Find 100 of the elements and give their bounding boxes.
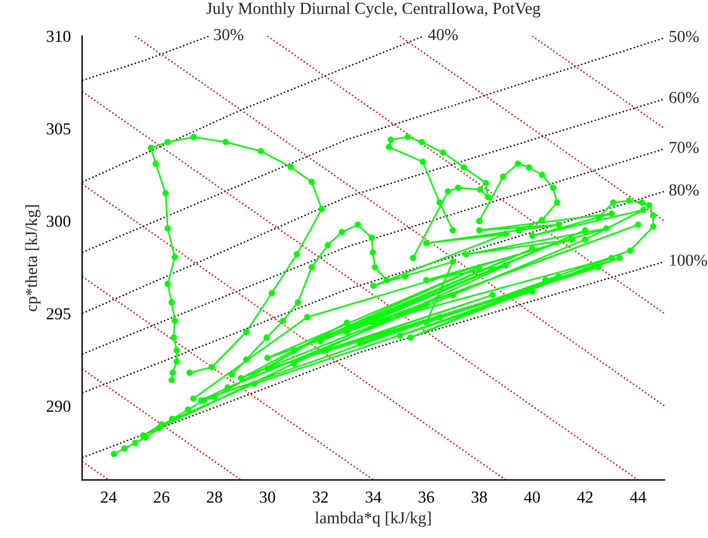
point [168, 376, 175, 384]
point [420, 158, 426, 165]
point [646, 202, 652, 208]
point [436, 314, 443, 320]
point [304, 314, 310, 320]
point [184, 406, 192, 413]
y-tick-label: 300 [46, 216, 70, 227]
y-tick-label: 295 [46, 308, 70, 320]
point [595, 264, 602, 270]
point [444, 188, 452, 195]
point [418, 138, 425, 146]
point [172, 254, 178, 260]
point [344, 320, 350, 326]
point [190, 134, 197, 140]
point [383, 277, 390, 284]
point [638, 199, 646, 206]
point [186, 370, 193, 376]
point [450, 227, 456, 234]
point [603, 225, 610, 232]
point [294, 251, 300, 258]
point [294, 299, 302, 306]
point [626, 198, 632, 204]
point [386, 144, 392, 150]
point [556, 222, 562, 228]
point [174, 358, 180, 365]
point [324, 242, 331, 248]
point [162, 190, 169, 196]
point [582, 227, 588, 234]
point [423, 301, 430, 308]
point [148, 144, 154, 152]
point [538, 172, 546, 178]
point [550, 184, 556, 191]
point [616, 254, 623, 262]
point [170, 334, 177, 341]
annotation: 50% [670, 30, 699, 42]
point [388, 136, 394, 143]
point [595, 214, 602, 220]
point [370, 282, 376, 289]
point [238, 375, 244, 382]
point [650, 212, 656, 219]
point [344, 328, 350, 336]
point [554, 199, 560, 206]
annotation: 80% [669, 184, 699, 196]
point [476, 227, 482, 234]
point [222, 138, 229, 146]
x-tick-label: 24 [101, 492, 117, 503]
point [423, 277, 430, 284]
point [500, 173, 506, 180]
point [538, 216, 546, 224]
point [529, 246, 536, 252]
x-tick-label: 40 [524, 491, 540, 503]
point [634, 222, 642, 228]
point [454, 184, 462, 191]
point [610, 199, 616, 206]
point [516, 227, 522, 234]
point [243, 328, 250, 336]
y-axis-title: cp*theta [kJ/kg] [25, 205, 40, 312]
y-tick-label: 290 [46, 400, 70, 412]
point [308, 178, 315, 186]
point [308, 264, 315, 270]
point [288, 164, 294, 170]
point [152, 160, 159, 167]
point [174, 347, 180, 354]
annotation: 100% [670, 254, 708, 266]
point [258, 148, 264, 154]
point [224, 384, 231, 391]
point [460, 164, 467, 170]
point [110, 450, 118, 458]
point [290, 347, 298, 354]
point [368, 234, 375, 241]
point [407, 334, 414, 341]
point [423, 240, 430, 246]
x-tick-label: 30 [260, 491, 276, 503]
point [482, 180, 489, 186]
x-tick-label: 44 [630, 492, 646, 503]
annotation: 60% [669, 92, 699, 104]
point [140, 432, 146, 439]
x-tick-label: 28 [206, 491, 222, 503]
annotation: 30% [214, 28, 244, 40]
point [404, 134, 411, 140]
point [169, 416, 176, 422]
point [450, 292, 456, 298]
point [436, 199, 443, 206]
point [440, 149, 446, 156]
point [484, 194, 492, 200]
y-tick-label: 305 [46, 123, 70, 134]
point [164, 225, 171, 232]
point [211, 394, 218, 400]
point [476, 218, 482, 224]
annotation: 40% [428, 28, 458, 40]
point [640, 206, 646, 214]
point [280, 318, 286, 324]
point [264, 366, 271, 372]
x-tick-label: 26 [154, 492, 170, 503]
point [170, 370, 176, 376]
point [243, 356, 250, 363]
point [410, 254, 416, 262]
point [354, 222, 361, 228]
point [582, 236, 588, 243]
point [168, 299, 175, 306]
